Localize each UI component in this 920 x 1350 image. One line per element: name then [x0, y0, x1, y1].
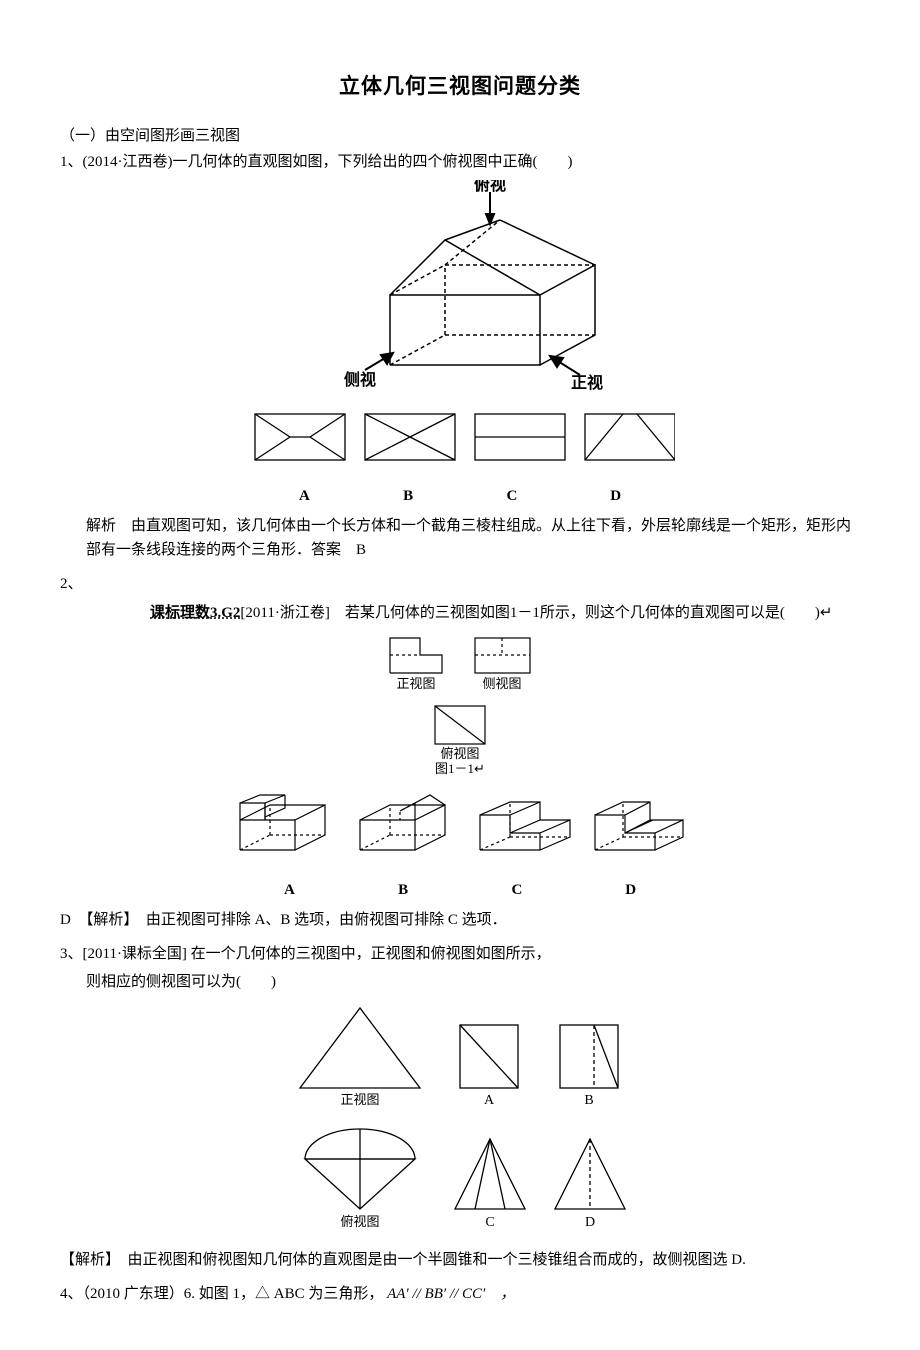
label-zhengshi: 正视 — [571, 373, 603, 390]
q3-opt-b: B — [584, 1093, 593, 1108]
q3-fu-label: 俯视图 — [340, 1214, 379, 1229]
q2-fig-label: 图1－1↵ — [435, 761, 485, 776]
page-title: 立体几何三视图问题分类 — [60, 70, 860, 104]
q3-zheng-label: 正视图 — [340, 1092, 379, 1107]
q3-row1-figure: 正视图 A B — [60, 1000, 860, 1118]
q1-opt-a: A — [254, 484, 354, 508]
q2-answer: D 【解析】 由正视图可排除 A、B 选项，由俯视图可排除 C 选项． — [60, 908, 860, 932]
q3-stem2: 则相应的侧视图可以为( ) — [60, 970, 860, 994]
q1-stem: 1、(2014·江西卷)一几何体的直观图如图，下列给出的四个俯视图中正确( ) — [60, 150, 860, 174]
q2-ce-label: 侧视图 — [482, 676, 521, 691]
label-fushi: 俯视 — [474, 180, 506, 194]
q1-opt-d: D — [566, 484, 666, 508]
q2-header: 课标理数3.G2[2011·浙江卷] 若某几何体的三视图如图1－1所示，则这个几… — [150, 600, 860, 627]
q2-num: 2、 — [60, 572, 860, 596]
q2-options-figure: A B C D — [60, 790, 860, 902]
q2-fu-label: 俯视图 — [440, 746, 479, 761]
q2-text: 若某几何体的三视图如图1－1所示，则这个几何体的直观图可以是( )↵ — [330, 605, 833, 621]
q3-answer: 【解析】 由正视图和俯视图知几何体的直观图是由一个半圆锥和一个三棱锥组合而成的，… — [60, 1248, 860, 1272]
q3-opt-c: C — [485, 1215, 494, 1230]
q4-pre: 4、（2010 广东理）6. 如图 1，△ ABC 为三角形， — [60, 1286, 383, 1302]
q4-math: AA′ // BB′ // CC′ ， — [387, 1286, 515, 1302]
q1-opt-b: B — [358, 484, 458, 508]
q2-views-figure: 正视图 侧视图 俯视图 图1－1↵ — [60, 633, 860, 784]
q2-opt-c: C — [462, 878, 572, 902]
label-ceshi: 侧视 — [344, 370, 376, 389]
q3-opt-d: D — [585, 1215, 595, 1230]
section-heading: （一）由空间图形画三视图 — [60, 124, 860, 148]
q1-opt-c: C — [462, 484, 562, 508]
q1-explanation: 解析 由直观图可知，该几何体由一个长方体和一个截角三棱柱组成。从上往下看，外层轮… — [60, 514, 860, 562]
q3-stem1: 3、[2011·课标全国] 在一个几何体的三视图中，正视图和俯视图如图所示， — [60, 942, 860, 966]
q3-opt-a: A — [484, 1093, 495, 1108]
q2-zheng-label: 正视图 — [396, 676, 435, 691]
q1-main-figure: 俯视 侧视 正视 — [60, 180, 860, 398]
q2-opt-d: D — [576, 878, 686, 902]
q2-opt-a: A — [234, 878, 344, 902]
q2-tag: 课标理数3.G2 — [150, 605, 240, 621]
q3-row2-figure: 俯视图 C D — [60, 1124, 860, 1242]
q2-opt-b: B — [348, 878, 458, 902]
q1-options-figure: A B C D — [60, 404, 860, 508]
q2-src: [2011·浙江卷] — [240, 605, 329, 621]
